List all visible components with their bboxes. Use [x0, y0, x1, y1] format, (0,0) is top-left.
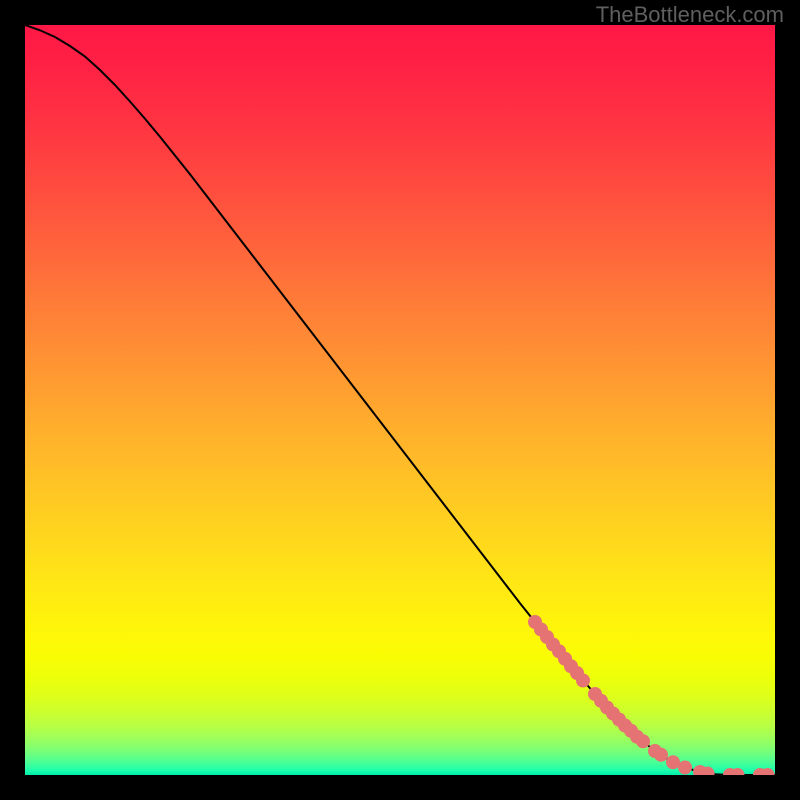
chart-container: TheBottleneck.com [0, 0, 800, 800]
data-marker [654, 748, 668, 762]
data-marker [666, 755, 680, 769]
data-marker [678, 761, 692, 775]
gradient-background [25, 25, 775, 775]
plot-area [25, 25, 775, 775]
data-marker [636, 734, 650, 748]
data-marker [576, 674, 590, 688]
